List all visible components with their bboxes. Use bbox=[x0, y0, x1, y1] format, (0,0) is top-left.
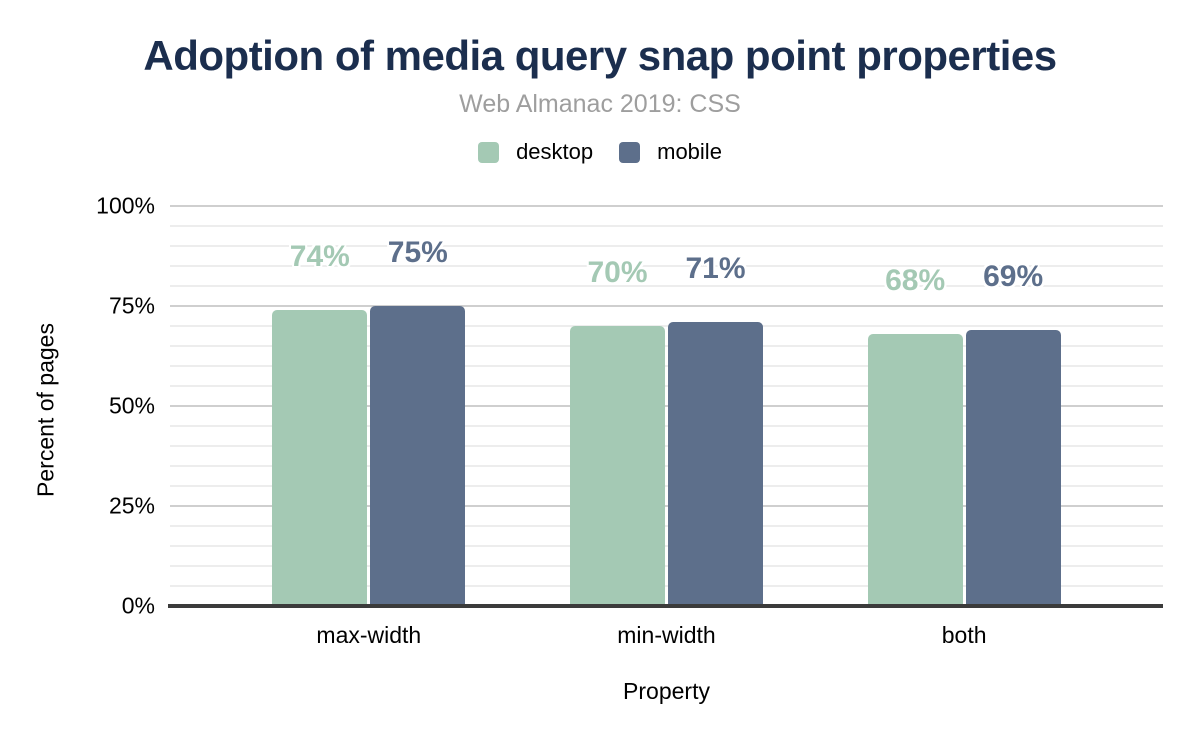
gridline-75 bbox=[170, 305, 1163, 307]
bar-group-max-width: 74% 75% max-width bbox=[272, 206, 466, 648]
legend-label-desktop: desktop bbox=[516, 139, 594, 164]
bar-value-label-desktop-max-width: 74% bbox=[289, 240, 350, 273]
gridline-95 bbox=[170, 225, 1163, 227]
gridline-85 bbox=[170, 265, 1163, 267]
gridline-50 bbox=[170, 405, 1163, 407]
bar-group-both: 68% 69% both bbox=[867, 206, 1061, 648]
x-category-label-both: both bbox=[941, 622, 987, 648]
gridline-15 bbox=[170, 545, 1163, 547]
bar-desktop-max-width: 74% bbox=[272, 242, 368, 606]
legend-swatch-mobile bbox=[619, 141, 641, 163]
y-tick-label-50pct: 50% bbox=[108, 392, 155, 419]
bar-value-label-mobile-max-width: 75% bbox=[387, 236, 448, 269]
gridline-10 bbox=[170, 565, 1163, 567]
y-tick-label-75pct: 75% bbox=[108, 292, 155, 319]
gridline-70 bbox=[170, 325, 1163, 327]
y-tick-label-0pct: 0% bbox=[121, 592, 155, 619]
bar-desktop-both: 68% bbox=[867, 266, 963, 606]
legend: desktop mobile bbox=[0, 139, 1200, 165]
y-tick-label-25pct: 25% bbox=[108, 492, 155, 519]
gridline-80 bbox=[170, 285, 1163, 287]
gridline-5 bbox=[170, 585, 1163, 587]
bar-value-label-desktop-both: 68% bbox=[885, 264, 946, 297]
gridline-30 bbox=[170, 485, 1163, 487]
bar-desktop-min-width: 70% bbox=[569, 258, 665, 606]
y-tick-label-100pct: 100% bbox=[96, 192, 155, 219]
gridline-35 bbox=[170, 465, 1163, 467]
gridline-45 bbox=[170, 425, 1163, 427]
bar-group-min-width: 70% 71% min-width bbox=[569, 206, 763, 648]
x-axis-title: Property bbox=[623, 678, 710, 704]
bar-mobile-max-width: 75% bbox=[370, 238, 466, 606]
y-axis-title: Percent of pages bbox=[32, 323, 59, 497]
bar-value-label-desktop-min-width: 70% bbox=[587, 256, 648, 289]
legend-label-mobile: mobile bbox=[657, 139, 722, 164]
x-category-label-min-width: min-width bbox=[617, 622, 716, 648]
gridline-90 bbox=[170, 245, 1163, 247]
bar-mobile-both: 69% bbox=[965, 262, 1061, 606]
bar-value-label-mobile-both: 69% bbox=[983, 260, 1044, 293]
gridline-60 bbox=[170, 365, 1163, 367]
chart-subtitle: Web Almanac 2019: CSS bbox=[459, 90, 741, 118]
gridline-100 bbox=[170, 205, 1163, 207]
gridline-55 bbox=[170, 385, 1163, 387]
bar-value-label-mobile-min-width: 71% bbox=[685, 252, 746, 285]
x-category-label-max-width: max-width bbox=[316, 622, 422, 648]
legend-item-desktop: desktop bbox=[478, 139, 593, 165]
x-axis-line bbox=[168, 604, 1163, 608]
legend-item-mobile: mobile bbox=[619, 139, 722, 165]
gridline-25 bbox=[170, 505, 1163, 507]
chart-title: Adoption of media query snap point prope… bbox=[143, 32, 1057, 79]
gridline-20 bbox=[170, 525, 1163, 527]
gridline-65 bbox=[170, 345, 1163, 347]
gridline-40 bbox=[170, 445, 1163, 447]
plot-area: 0% 25% 50% 75% 100% 74% 75% max-width 70% 71% min-… bbox=[96, 194, 1163, 648]
legend-swatch-desktop bbox=[478, 141, 500, 163]
bar-mobile-min-width: 71% bbox=[667, 254, 763, 606]
